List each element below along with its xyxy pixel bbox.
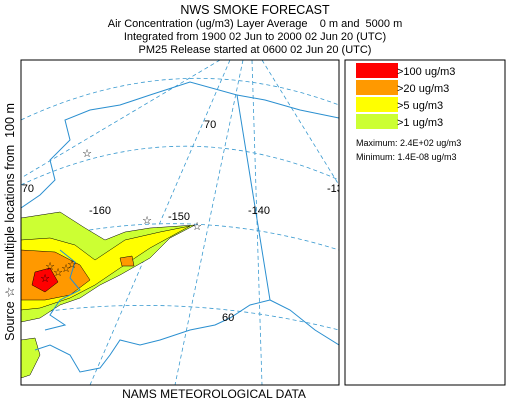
source-star: ☆ — [61, 263, 71, 275]
source-star: ☆ — [40, 273, 50, 285]
latitude-line — [21, 304, 339, 331]
longitude-line — [251, 60, 263, 385]
longitude-line — [21, 60, 221, 179]
graticule-label: -150 — [168, 211, 190, 223]
coastline — [44, 249, 81, 331]
legend-frame — [344, 59, 506, 386]
legend-swatch — [356, 97, 398, 112]
legend-label: >100 ug/m3 — [397, 66, 455, 78]
graticule-label: 60 — [222, 312, 234, 324]
source-star: ☆ — [142, 215, 152, 227]
legend: Maximum: 2.4E+02 ug/m3 Minimum: 1.4E-08 … — [344, 59, 506, 386]
legend-swatch — [356, 114, 398, 129]
longitude-line — [89, 60, 231, 385]
minimum: Minimum: 1.4E-08 ug/m3 — [356, 152, 457, 162]
smoke-100 — [31, 267, 59, 293]
smoke-20 — [119, 255, 135, 267]
graticule-label: -170 — [12, 183, 34, 195]
latitude-line — [21, 145, 339, 186]
source-star: ☆ — [45, 261, 55, 273]
graticule-label: -140 — [248, 205, 270, 217]
source-star: ☆ — [53, 267, 63, 279]
graticule-label: -160 — [89, 205, 111, 217]
source-label: Source ☆ at multiple locations from 100 … — [3, 103, 17, 341]
coastline — [21, 81, 271, 373]
maximum: Maximum: 2.4E+02 ug/m3 — [356, 138, 461, 148]
legend-swatch — [356, 80, 398, 95]
legend-swatch — [356, 63, 398, 78]
source-star: ☆ — [192, 221, 202, 233]
source-star: ☆ — [82, 148, 92, 160]
graticule-label: -130 — [327, 183, 349, 195]
map: ☆ ☆ ☆ ☆ ☆ ☆ ☆ ☆ 70 -170 -160 -150 -140 -… — [12, 59, 349, 386]
longitude-line — [261, 60, 339, 186]
graticule-label: 70 — [204, 119, 216, 131]
coastline — [269, 299, 339, 346]
legend-label: >20 ug/m3 — [397, 83, 449, 95]
latitude-line — [21, 78, 339, 121]
smoke-1 — [21, 337, 41, 379]
title: NWS SMOKE FORECAST — [180, 3, 330, 17]
footer: NAMS METEOROLOGICAL DATA — [122, 387, 306, 401]
legend-label: >5 ug/m3 — [397, 100, 443, 112]
subtitle: PM25 Release started at 0600 02 Jun 20 (… — [139, 44, 372, 56]
subtitle: Integrated from 1900 02 Jun to 2000 02 J… — [124, 31, 386, 43]
legend-label: >1 ug/m3 — [397, 117, 443, 129]
source-star: ☆ — [67, 259, 77, 271]
map-frame — [20, 59, 340, 386]
coastline — [236, 94, 339, 119]
subtitle: Air Concentration (ug/m3) Layer Average … — [108, 18, 403, 30]
